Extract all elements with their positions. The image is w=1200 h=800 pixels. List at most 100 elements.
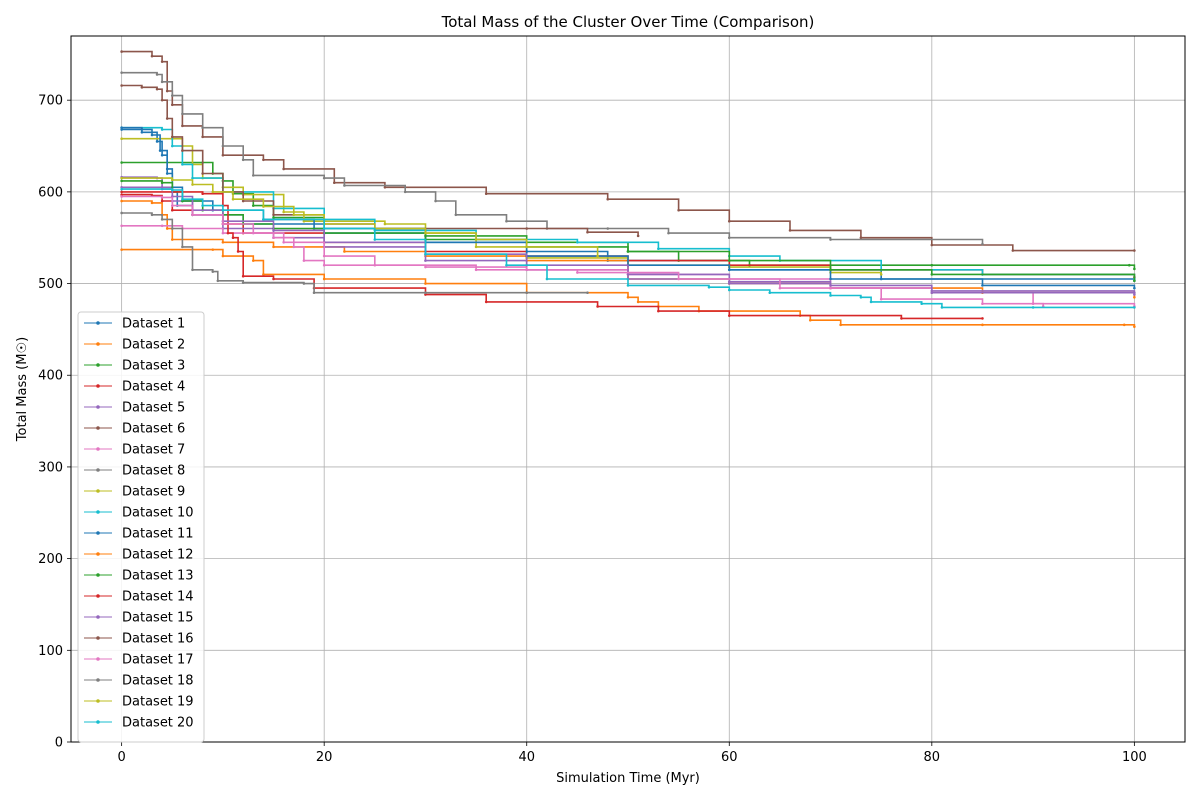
legend-label: Dataset 11 xyxy=(122,527,194,542)
data-point xyxy=(221,254,225,258)
series-layer xyxy=(120,50,1136,328)
data-point xyxy=(1011,249,1015,252)
legend-label: Dataset 6 xyxy=(122,422,185,437)
data-point xyxy=(150,133,154,137)
data-point xyxy=(829,268,832,272)
data-point xyxy=(981,284,984,287)
data-point xyxy=(505,219,508,223)
data-point xyxy=(170,144,174,148)
legend-label: Dataset 10 xyxy=(122,506,194,521)
data-point xyxy=(181,199,184,203)
data-point xyxy=(1133,279,1136,283)
chart-title: Total Mass of the Cluster Over Time (Com… xyxy=(441,13,815,31)
legend-label: Dataset 3 xyxy=(122,359,185,374)
data-point xyxy=(484,192,488,196)
data-point xyxy=(302,219,306,223)
data-point xyxy=(424,293,427,296)
data-point xyxy=(545,277,549,281)
legend-marker xyxy=(96,531,100,535)
data-point xyxy=(165,89,169,93)
data-point xyxy=(181,163,184,166)
data-point xyxy=(383,222,387,226)
data-point xyxy=(170,204,174,207)
data-point xyxy=(191,213,194,217)
data-point xyxy=(930,291,934,295)
data-point xyxy=(373,263,377,267)
data-point xyxy=(606,227,610,230)
data-point xyxy=(373,238,377,241)
data-point xyxy=(727,288,731,292)
legend-marker xyxy=(96,636,100,640)
data-point xyxy=(120,176,123,180)
data-point xyxy=(251,204,255,207)
data-point xyxy=(160,98,164,102)
data-point xyxy=(155,73,159,76)
legend-label: Dataset 4 xyxy=(122,380,185,395)
series-line-14 xyxy=(121,191,983,320)
y-axis: 0 100 200 300 400 500 600 700 xyxy=(38,94,71,751)
data-point xyxy=(120,161,123,164)
legend-marker xyxy=(96,552,100,556)
data-point xyxy=(170,135,174,139)
data-point xyxy=(1133,325,1136,328)
data-point xyxy=(981,323,984,327)
data-point xyxy=(160,224,164,228)
data-point xyxy=(981,242,984,246)
data-point xyxy=(140,86,144,89)
legend-label: Dataset 19 xyxy=(122,695,194,710)
data-point xyxy=(576,271,579,274)
y-tick-label: 600 xyxy=(38,185,63,200)
data-point xyxy=(165,167,169,171)
data-point xyxy=(525,227,529,230)
data-point xyxy=(120,193,123,196)
data-point xyxy=(879,297,883,301)
data-point xyxy=(302,259,306,262)
data-point xyxy=(191,183,194,186)
data-point xyxy=(930,273,934,276)
legend-label: Dataset 13 xyxy=(122,569,194,584)
legend-label: Dataset 12 xyxy=(122,548,194,563)
legend-label: Dataset 16 xyxy=(122,632,194,647)
data-point xyxy=(120,248,123,251)
data-point xyxy=(1133,306,1136,309)
data-point xyxy=(272,245,275,249)
data-point xyxy=(221,240,225,244)
data-point xyxy=(160,181,164,185)
data-point xyxy=(869,300,873,304)
x-tick-label: 0 xyxy=(117,750,125,765)
data-point xyxy=(1031,306,1035,309)
data-point xyxy=(606,197,610,201)
data-point xyxy=(859,236,863,240)
data-point xyxy=(221,153,225,157)
data-point xyxy=(727,282,731,285)
data-point xyxy=(150,213,154,217)
data-point xyxy=(262,205,265,208)
x-tick-label: 60 xyxy=(721,750,738,765)
data-point xyxy=(424,291,427,295)
data-point xyxy=(221,231,225,235)
data-point xyxy=(727,219,731,223)
data-point xyxy=(272,277,275,281)
data-point xyxy=(181,149,184,152)
data-point xyxy=(576,240,579,244)
legend-marker xyxy=(96,510,100,514)
data-point xyxy=(155,87,159,91)
legend-label: Dataset 15 xyxy=(122,611,194,626)
data-point xyxy=(525,291,529,295)
data-point xyxy=(251,231,255,235)
data-point xyxy=(292,213,296,217)
data-point xyxy=(262,273,265,276)
data-point xyxy=(667,231,670,235)
data-point xyxy=(120,199,123,203)
data-point xyxy=(216,279,220,283)
series-line-19 xyxy=(121,177,599,257)
data-point xyxy=(454,213,458,217)
data-point xyxy=(211,248,215,251)
data-point xyxy=(236,250,240,253)
x-tick-label: 100 xyxy=(1122,750,1147,765)
data-point xyxy=(596,254,599,258)
data-point xyxy=(140,130,144,134)
data-point xyxy=(322,277,326,281)
data-point xyxy=(829,284,832,287)
